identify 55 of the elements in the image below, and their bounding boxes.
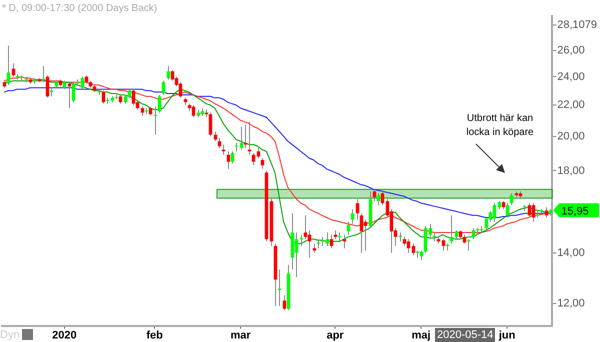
y-tick-label: 18,00 — [557, 164, 585, 177]
candlestick — [402, 236, 406, 246]
candlestick — [178, 82, 182, 98]
candlestick — [528, 202, 532, 218]
candlestick — [492, 202, 496, 222]
candlestick — [294, 232, 298, 278]
candlestick — [154, 106, 158, 136]
candlestick — [12, 62, 16, 78]
candlestick — [304, 214, 308, 240]
y-tick-label: 12,00 — [557, 297, 585, 310]
candlestick — [412, 243, 416, 256]
candlestick — [42, 66, 46, 83]
candlestick — [214, 130, 218, 142]
chart-title: * D, 09:00-17:30 (2000 Days Back) — [2, 2, 158, 14]
candlestick — [532, 202, 536, 222]
text: 2020-05-14 — [435, 328, 496, 342]
y-tick-label: 20,00 — [557, 130, 585, 142]
y-tick-label: 26,00 — [557, 44, 585, 57]
x-tick-label: feb — [146, 329, 164, 342]
x-tick-label: apr — [326, 329, 344, 342]
candlestick — [510, 192, 514, 206]
candlestick — [346, 221, 350, 236]
candlestick — [544, 206, 548, 218]
candlestick — [376, 192, 380, 206]
candlestick — [308, 230, 312, 258]
candlestick — [450, 214, 454, 244]
candlestick — [260, 158, 264, 170]
x-tick-label: jun — [498, 329, 516, 342]
x-tick-label: maj — [412, 329, 431, 342]
candlestick — [364, 219, 368, 252]
candlestick — [278, 269, 282, 306]
candlestick — [326, 232, 330, 246]
y-tick-label: 14,00 — [557, 246, 585, 259]
candlestick — [46, 74, 50, 98]
x-tick-label: mar — [230, 329, 252, 342]
candlestick — [312, 243, 316, 254]
annotation: Utbrott här kan locka in köpare — [465, 112, 535, 139]
candlestick — [230, 150, 234, 164]
candlestick — [162, 80, 166, 96]
candlestick — [218, 137, 222, 148]
y-tick-label: 28,1079 — [557, 19, 598, 32]
candlestick — [6, 45, 10, 86]
y-tick-label: 22,00 — [557, 99, 585, 112]
candlestick — [68, 82, 72, 109]
candlestick — [330, 234, 334, 249]
candlestick — [248, 121, 252, 156]
candlestick — [222, 144, 226, 156]
candlestick — [420, 250, 424, 260]
candlestick — [506, 202, 510, 218]
candlestick — [342, 234, 346, 249]
text: 15,95 — [561, 205, 589, 218]
candlestick — [356, 198, 360, 220]
x-tick-label: 2020 — [52, 329, 77, 342]
y-tick-label: 24,00 — [557, 70, 585, 83]
candlestick — [80, 76, 84, 90]
